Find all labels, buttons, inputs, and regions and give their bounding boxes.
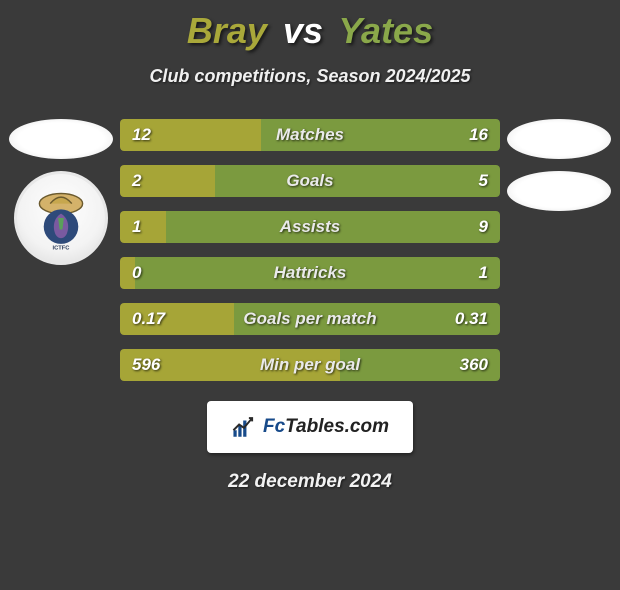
stat-value-right: 0.31	[443, 303, 500, 335]
stat-value-left: 2	[120, 165, 153, 197]
stat-value-left: 0	[120, 257, 153, 289]
player1-name: Bray	[187, 10, 267, 51]
stat-value-left: 0.17	[120, 303, 177, 335]
stat-row: 596360Min per goal	[120, 349, 500, 381]
stat-value-left: 1	[120, 211, 153, 243]
player1-club-crest: ICTFC	[14, 171, 108, 265]
brand-part2: Tables	[285, 416, 345, 437]
svg-text:ICTFC: ICTFC	[53, 246, 70, 252]
brand-part3: .com	[345, 416, 389, 437]
comparison-stage: ICTFC 1216Matches25Goals19Assists01Hattr…	[0, 119, 620, 381]
stat-bar-right-fill	[135, 257, 500, 289]
stat-value-left: 596	[120, 349, 172, 381]
date-text: 22 december 2024	[0, 471, 620, 493]
stat-row: 1216Matches	[120, 119, 500, 151]
stat-value-right: 9	[467, 211, 500, 243]
player2-avatar-placeholder	[507, 119, 611, 159]
stat-value-right: 360	[448, 349, 500, 381]
brand-badge[interactable]: FcTables.com	[207, 401, 413, 453]
stat-value-left: 12	[120, 119, 163, 151]
comparison-title: Bray vs Yates	[0, 10, 620, 52]
player2-name: Yates	[338, 10, 433, 51]
stat-row: 01Hattricks	[120, 257, 500, 289]
player1-avatar-column: ICTFC	[6, 119, 116, 265]
crest-icon: ICTFC	[25, 182, 97, 254]
stat-value-right: 5	[467, 165, 500, 197]
player2-avatar-column	[504, 119, 614, 211]
stat-row: 25Goals	[120, 165, 500, 197]
brand-text: FcTables.com	[263, 416, 389, 438]
player1-avatar-placeholder	[9, 119, 113, 159]
stat-bar-right-fill	[166, 211, 500, 243]
stat-row: 0.170.31Goals per match	[120, 303, 500, 335]
subtitle: Club competitions, Season 2024/2025	[0, 66, 620, 87]
stat-bars-container: 1216Matches25Goals19Assists01Hattricks0.…	[120, 119, 500, 381]
vs-label: vs	[283, 10, 323, 51]
stat-bar-right-fill	[215, 165, 500, 197]
brand-part1: Fc	[263, 416, 285, 437]
stat-value-right: 16	[457, 119, 500, 151]
stat-value-right: 1	[467, 257, 500, 289]
brand-logo-icon	[231, 414, 257, 440]
stat-row: 19Assists	[120, 211, 500, 243]
player2-club-placeholder	[507, 171, 611, 211]
